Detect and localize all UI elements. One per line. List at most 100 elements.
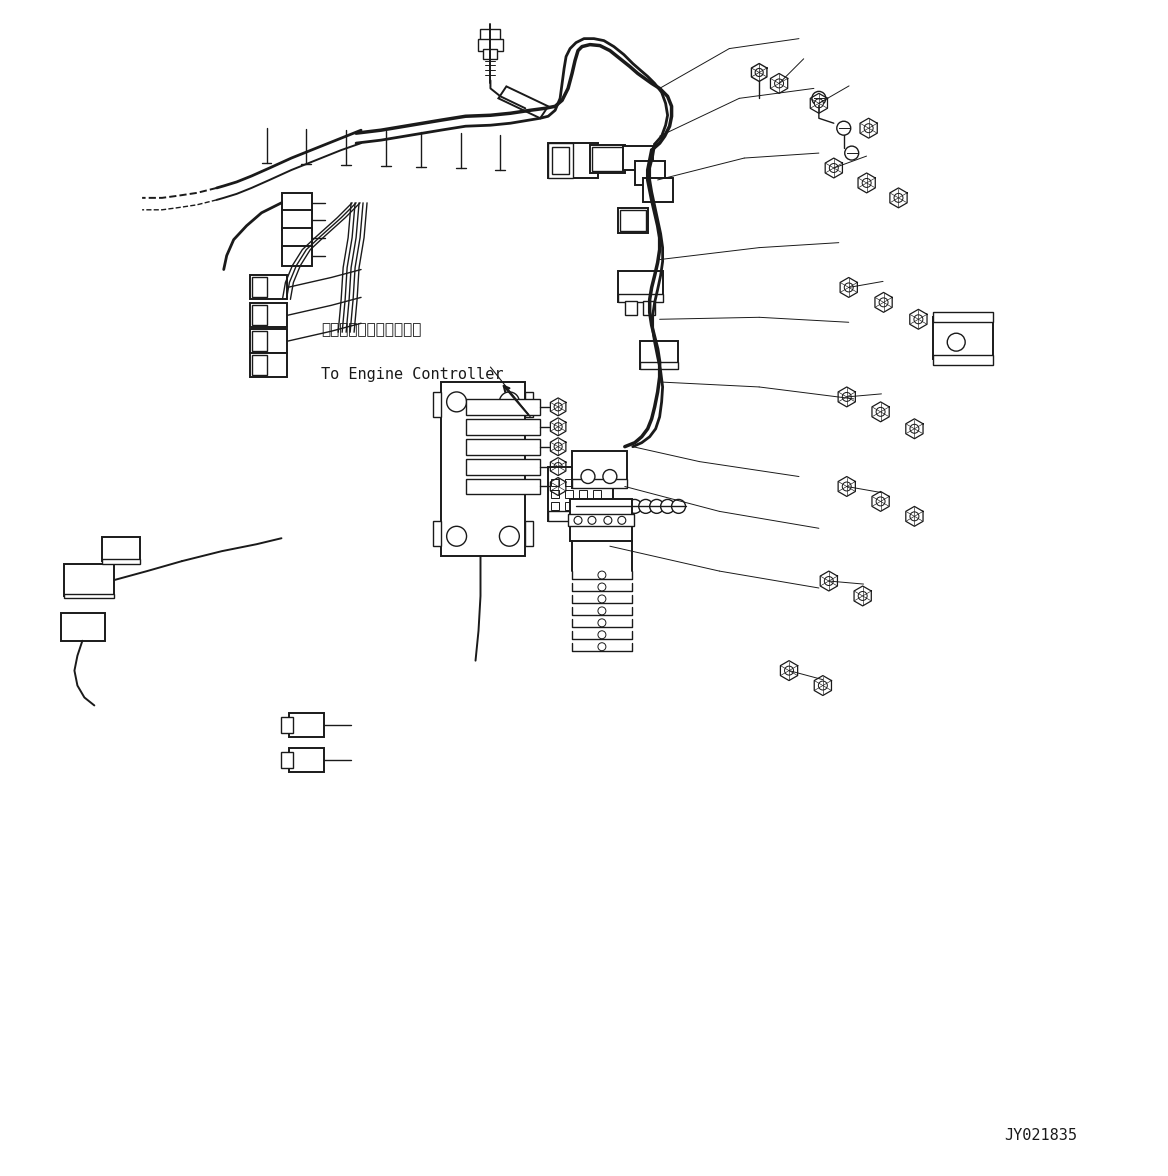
Bar	[634, 161, 665, 185]
Circle shape	[661, 500, 675, 514]
Circle shape	[639, 500, 653, 514]
Bar	[933, 318, 993, 359]
Circle shape	[554, 482, 562, 490]
Circle shape	[606, 500, 620, 514]
Circle shape	[672, 500, 686, 514]
Circle shape	[598, 607, 606, 615]
Bar	[620, 209, 646, 230]
Bar	[623, 146, 653, 171]
Polygon shape	[499, 86, 548, 119]
Circle shape	[842, 482, 851, 490]
Bar	[640, 362, 677, 369]
Circle shape	[584, 500, 598, 514]
Bar	[64, 564, 114, 596]
Circle shape	[876, 497, 885, 506]
Circle shape	[649, 500, 663, 514]
Circle shape	[836, 121, 850, 135]
Bar	[466, 479, 541, 494]
Circle shape	[844, 283, 853, 292]
Circle shape	[588, 516, 596, 524]
Bar	[61, 613, 105, 641]
Circle shape	[554, 462, 562, 470]
Bar	[579, 490, 588, 499]
Circle shape	[617, 500, 631, 514]
Bar	[593, 490, 600, 499]
Circle shape	[598, 595, 606, 603]
Circle shape	[573, 516, 582, 524]
Bar	[570, 500, 632, 541]
Circle shape	[785, 666, 793, 675]
Bar	[565, 502, 573, 510]
Bar	[250, 275, 287, 300]
Bar	[618, 208, 648, 233]
Bar	[283, 209, 312, 229]
Bar	[283, 228, 312, 248]
Bar	[551, 490, 559, 499]
Circle shape	[598, 630, 606, 639]
Circle shape	[573, 500, 588, 514]
Bar	[478, 39, 503, 51]
Bar	[526, 521, 534, 546]
Circle shape	[595, 500, 609, 514]
Circle shape	[774, 79, 784, 88]
Bar	[251, 306, 266, 326]
Bar	[251, 278, 266, 298]
Bar	[250, 353, 287, 377]
Circle shape	[627, 500, 641, 514]
Bar	[933, 355, 993, 365]
Bar	[281, 753, 293, 768]
Bar	[565, 490, 573, 499]
Bar	[552, 147, 569, 174]
Bar	[590, 145, 625, 173]
Circle shape	[598, 583, 606, 592]
Bar	[283, 246, 312, 266]
Bar	[618, 270, 662, 302]
Bar	[625, 301, 637, 315]
Bar	[526, 392, 534, 416]
Bar	[251, 332, 266, 352]
Circle shape	[844, 146, 858, 160]
Bar	[592, 147, 623, 171]
Bar	[466, 419, 541, 435]
Bar	[281, 717, 293, 734]
Circle shape	[446, 392, 466, 412]
Bar	[642, 301, 654, 315]
Bar	[440, 382, 526, 556]
Bar	[568, 514, 634, 527]
Bar	[548, 143, 598, 178]
Circle shape	[580, 469, 595, 483]
Circle shape	[880, 298, 888, 307]
Circle shape	[829, 163, 839, 173]
Circle shape	[598, 572, 606, 579]
Bar	[466, 439, 541, 455]
Text: エンジンコントローラへ: エンジンコントローラへ	[321, 322, 422, 338]
Circle shape	[554, 422, 562, 430]
Bar	[250, 329, 287, 353]
Circle shape	[604, 516, 612, 524]
Bar	[432, 392, 440, 416]
Circle shape	[819, 681, 827, 690]
Text: To Engine Controller: To Engine Controller	[321, 367, 503, 382]
Text: JY021835: JY021835	[1004, 1128, 1078, 1143]
Bar	[64, 594, 114, 597]
Bar	[250, 303, 287, 327]
Bar	[466, 459, 541, 475]
Circle shape	[756, 68, 763, 76]
Bar	[466, 399, 541, 415]
Bar	[551, 479, 559, 487]
Bar	[283, 193, 312, 213]
Circle shape	[947, 333, 965, 352]
Bar	[484, 48, 498, 59]
Bar	[432, 521, 440, 546]
Circle shape	[842, 393, 851, 401]
Circle shape	[825, 576, 833, 586]
Circle shape	[598, 619, 606, 627]
Bar	[642, 178, 673, 202]
Bar	[572, 479, 627, 488]
Circle shape	[500, 527, 520, 546]
Circle shape	[554, 442, 562, 450]
Circle shape	[618, 516, 626, 524]
Bar	[593, 502, 600, 510]
Bar	[251, 355, 266, 375]
Bar	[572, 450, 627, 488]
